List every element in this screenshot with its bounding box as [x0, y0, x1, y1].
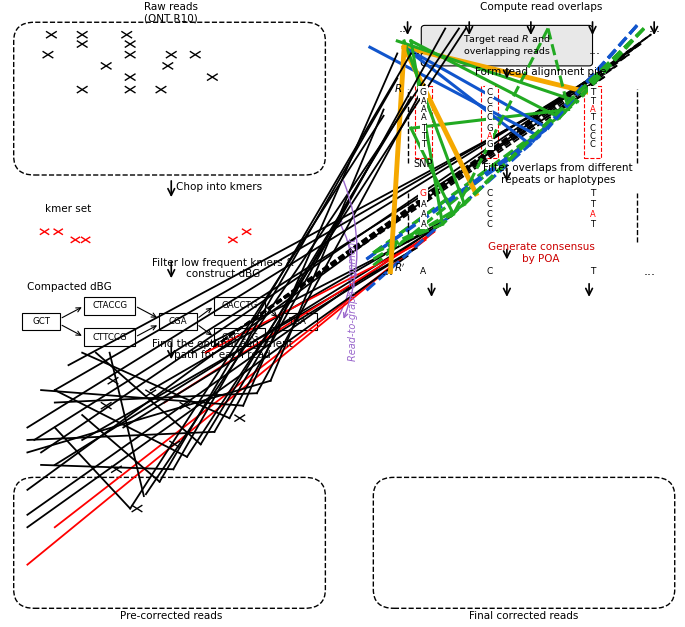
FancyBboxPatch shape	[279, 313, 316, 330]
Text: Filter overlaps from different
repeats or haplotypes: Filter overlaps from different repeats o…	[484, 163, 633, 184]
Text: ...: ...	[382, 265, 394, 278]
Text: A: A	[590, 210, 595, 219]
Text: Read-to-graph alignment: Read-to-graph alignment	[348, 238, 358, 361]
Text: C: C	[486, 88, 493, 97]
Text: Final corrected reads: Final corrected reads	[469, 611, 579, 621]
Text: Filter low frequent kmers &
construct dBG: Filter low frequent kmers & construct dB…	[151, 258, 294, 279]
Text: GCT: GCT	[32, 317, 50, 326]
FancyArrowPatch shape	[337, 219, 351, 319]
Text: ...: ...	[589, 44, 601, 57]
Text: C: C	[487, 97, 493, 106]
Text: G: G	[420, 189, 427, 198]
Text: C: C	[590, 132, 595, 141]
Text: CTTCCG: CTTCCG	[92, 332, 127, 342]
FancyBboxPatch shape	[214, 329, 265, 346]
Text: Chop into kmers: Chop into kmers	[176, 182, 262, 192]
Text: C: C	[487, 210, 493, 219]
Text: C: C	[486, 189, 493, 198]
FancyBboxPatch shape	[421, 25, 593, 66]
Text: A: A	[421, 267, 426, 276]
Text: T: T	[590, 267, 595, 276]
Text: CGA: CGA	[169, 317, 188, 326]
Text: A: A	[487, 132, 493, 141]
Text: A: A	[421, 113, 426, 122]
Text: Form read alignment pile: Form read alignment pile	[475, 67, 607, 77]
Text: C: C	[590, 124, 595, 133]
Text: ...: ...	[644, 265, 656, 278]
Text: T: T	[590, 97, 595, 106]
Text: Compacted dBG: Compacted dBG	[27, 282, 112, 292]
FancyBboxPatch shape	[84, 329, 135, 346]
Text: C: C	[486, 267, 493, 276]
Text: G: G	[486, 140, 493, 149]
Text: T: T	[421, 132, 426, 141]
Text: C: C	[590, 140, 595, 149]
Text: T: T	[590, 200, 595, 209]
FancyBboxPatch shape	[23, 313, 60, 330]
Text: C: C	[487, 113, 493, 122]
Text: Target read $R$ and
overlapping reads: Target read $R$ and overlapping reads	[463, 33, 551, 56]
Text: C: C	[487, 105, 493, 114]
Text: $R$: $R$	[394, 82, 402, 94]
Text: ...: ...	[648, 22, 660, 35]
Text: C: C	[487, 200, 493, 209]
Text: A: A	[421, 97, 426, 106]
Text: TGA: TGA	[289, 317, 307, 326]
Text: SNP: SNP	[413, 159, 432, 169]
FancyBboxPatch shape	[159, 313, 197, 330]
Text: T: T	[590, 189, 595, 198]
Text: A: A	[421, 210, 426, 219]
Text: kmer set: kmer set	[45, 204, 91, 214]
Text: Pre-corrected reads: Pre-corrected reads	[120, 611, 223, 621]
Bar	[415, 87, 432, 158]
Text: Find the optimal alignment
path for each read: Find the optimal alignment path for each…	[152, 339, 293, 361]
Text: Raw reads
(ONT R10): Raw reads (ONT R10)	[145, 2, 198, 24]
Text: CTACCG: CTACCG	[92, 302, 127, 310]
Text: A: A	[421, 200, 426, 209]
Text: ...: ...	[398, 22, 410, 35]
FancyBboxPatch shape	[84, 297, 135, 315]
Text: $R'$: $R'$	[394, 261, 406, 273]
Bar	[481, 87, 499, 158]
Text: ...: ...	[412, 44, 425, 57]
Text: A: A	[421, 105, 426, 114]
Text: C: C	[487, 219, 493, 229]
Text: G: G	[420, 88, 427, 97]
Text: GACCTG: GACCTG	[221, 302, 258, 310]
Text: T: T	[421, 124, 426, 133]
Text: T: T	[590, 219, 595, 229]
Text: T: T	[421, 140, 426, 149]
Text: G: G	[486, 124, 493, 133]
Text: T: T	[590, 113, 595, 122]
Text: Generate consensus
by POA: Generate consensus by POA	[488, 242, 595, 264]
Text: A: A	[590, 105, 595, 114]
Text: T: T	[590, 88, 595, 97]
Bar	[584, 87, 601, 158]
Text: Compute read overlaps: Compute read overlaps	[480, 2, 602, 12]
Text: A: A	[421, 219, 426, 229]
Text: GAGCTG: GAGCTG	[221, 332, 258, 342]
FancyBboxPatch shape	[214, 297, 265, 315]
